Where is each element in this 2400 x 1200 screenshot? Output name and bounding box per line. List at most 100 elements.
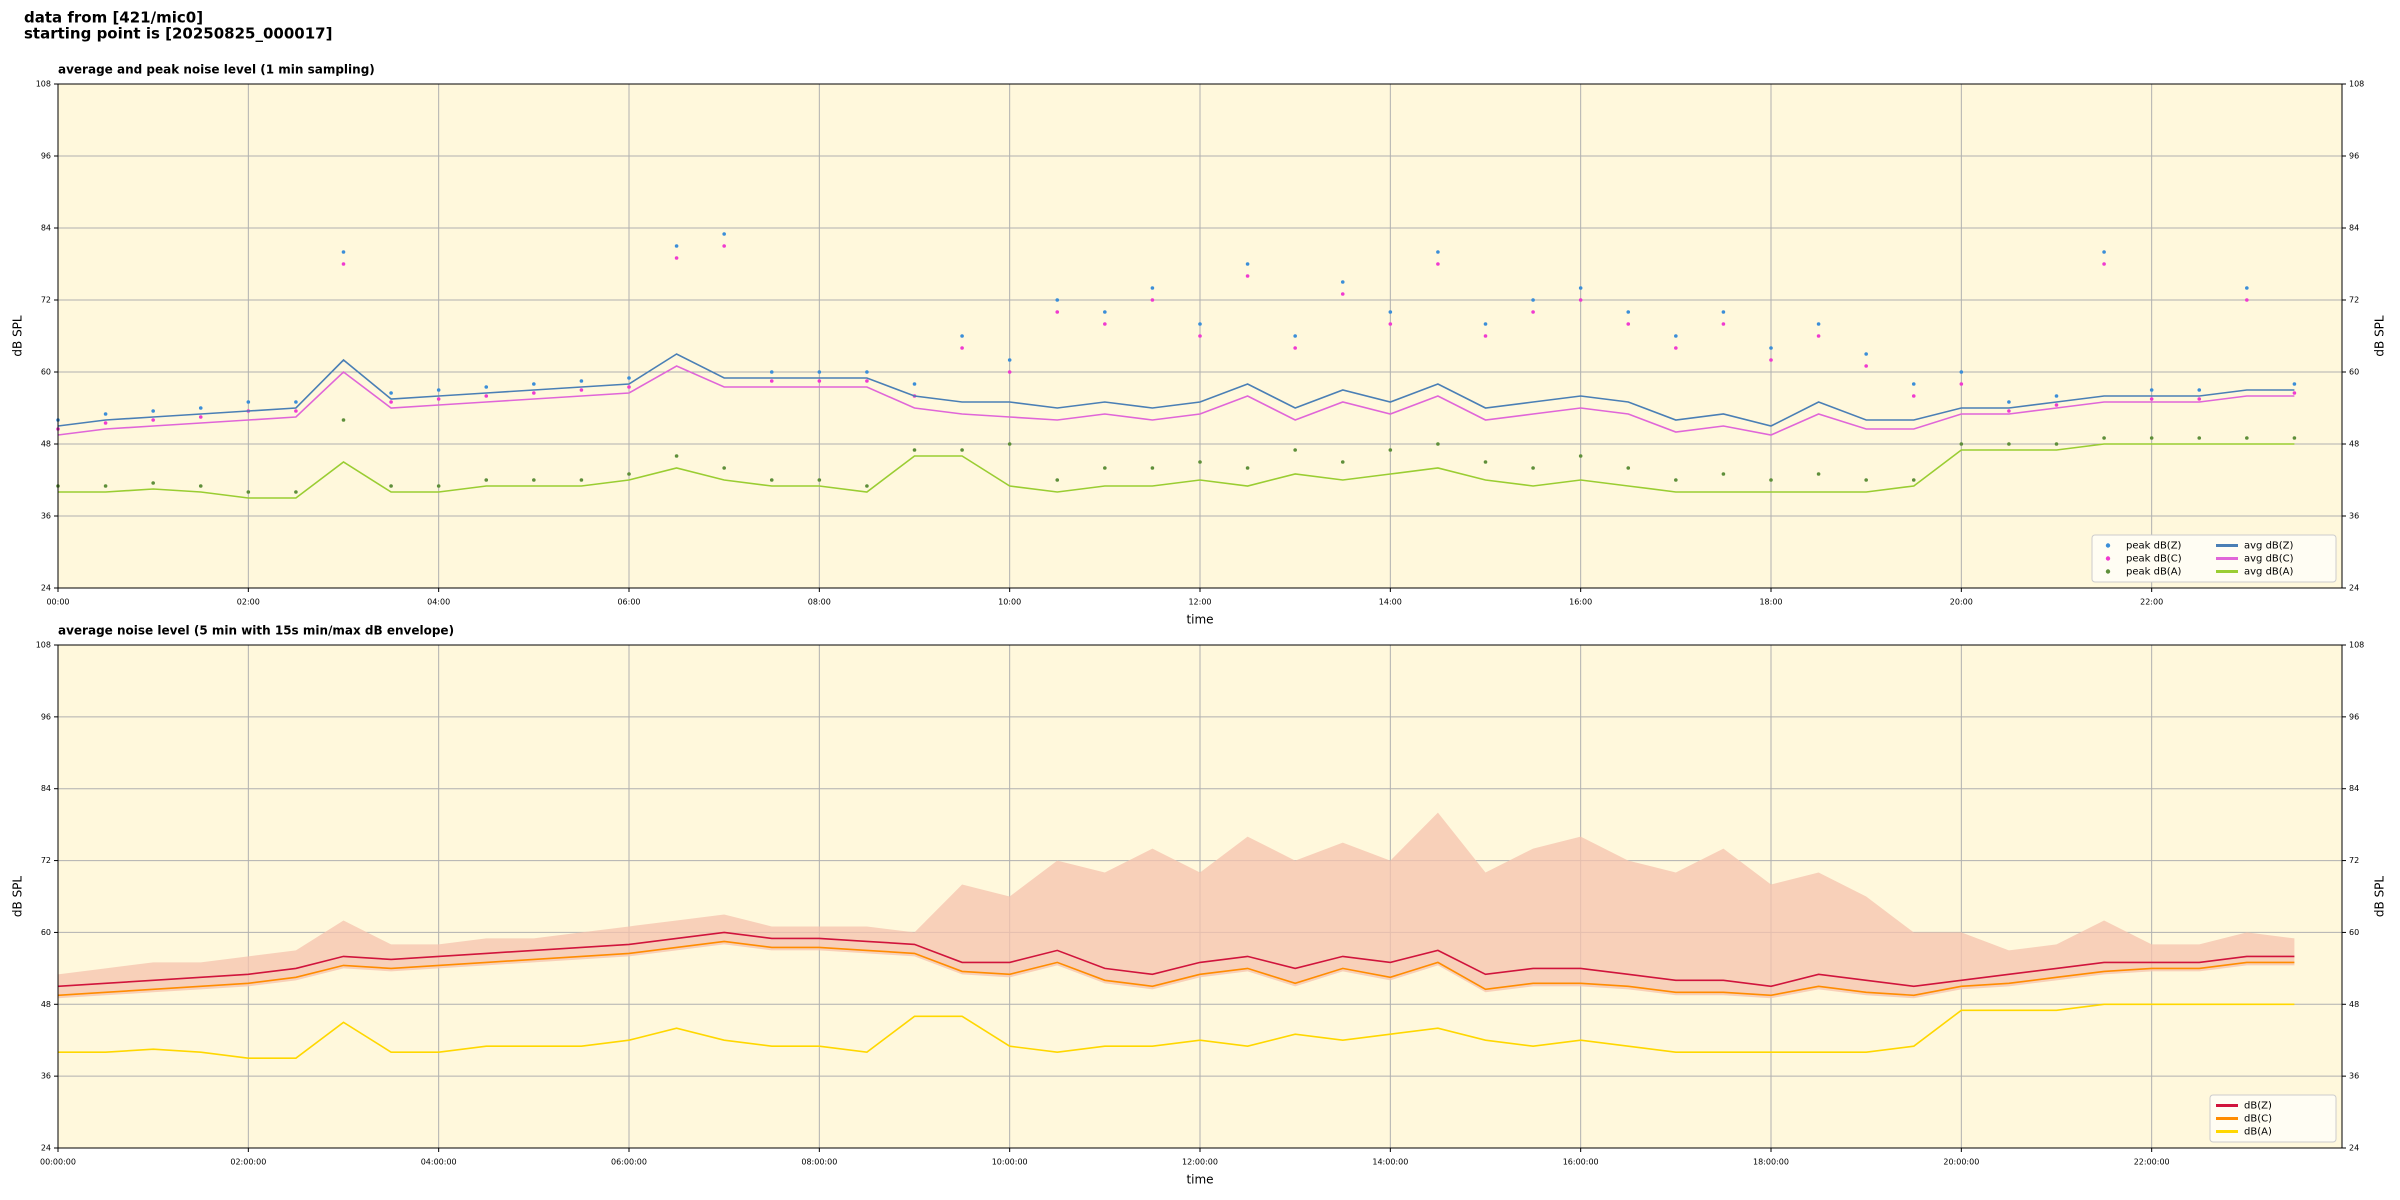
peak-point <box>1911 394 1916 398</box>
peak-point <box>2292 391 2297 395</box>
peak-point <box>484 394 489 398</box>
x-tick-label: 00:00 <box>46 598 69 607</box>
peak-point <box>1293 334 1297 338</box>
peak-point <box>1864 478 1868 482</box>
peak-point <box>579 388 584 392</box>
legend-box <box>2091 534 2337 583</box>
legend-label: peak dB(A) <box>2126 567 2182 578</box>
peak-point <box>2054 403 2059 407</box>
peak-point <box>151 409 155 413</box>
y-tick-label: 24 <box>41 584 51 593</box>
peak-point <box>1769 358 1773 362</box>
peak-point <box>2292 436 2297 440</box>
peak-point <box>2054 394 2059 398</box>
y-tick-label: 36 <box>41 512 51 521</box>
peak-point <box>627 385 631 389</box>
peak-point <box>1150 286 1155 290</box>
peak-point <box>1959 382 1964 386</box>
peak-point <box>1388 322 1393 326</box>
y2-tick-label: 36 <box>2349 1072 2359 1081</box>
peak-point <box>1103 322 1107 326</box>
peak-point <box>2245 286 2249 290</box>
series-line <box>58 443 2295 499</box>
y2-tick-label: 108 <box>2349 80 2364 89</box>
series-line <box>57 931 2295 988</box>
x-tick-label: 16:00:00 <box>1563 1158 1599 1167</box>
legend-marker <box>2105 543 2111 548</box>
peak-point <box>1531 298 1535 302</box>
chart-title: average noise level (5 min with 15s min/… <box>58 624 454 638</box>
peak-point <box>341 250 346 254</box>
x-axis-label: time <box>1186 1173 1213 1187</box>
y2-axis-label: dB SPL <box>2373 315 2387 357</box>
peak-point <box>103 412 108 416</box>
plot-marks <box>56 232 2297 499</box>
peak-point <box>1959 370 1964 374</box>
peak-point <box>1911 478 1916 482</box>
peak-point <box>1674 478 1678 482</box>
y2-tick-label: 84 <box>2349 784 2359 793</box>
peak-point <box>151 481 155 485</box>
peak-point <box>960 448 964 452</box>
peak-point <box>484 385 489 389</box>
peak-point <box>1816 334 1821 338</box>
peak-point <box>674 256 679 260</box>
y-tick-label: 84 <box>41 784 51 793</box>
peak-point <box>1055 310 1060 314</box>
x-tick-label: 12:00 <box>1188 598 1211 607</box>
peak-point <box>389 484 393 488</box>
x-tick-label: 00:00:00 <box>40 1158 76 1167</box>
peak-point <box>1626 466 1631 470</box>
peak-point <box>1340 292 1345 296</box>
peak-point <box>198 406 203 410</box>
peak-point <box>532 391 536 395</box>
peak-point <box>1007 370 1012 374</box>
y2-axis-label: dB SPL <box>2373 876 2387 918</box>
chart-title: average and peak noise level (1 min samp… <box>58 63 375 77</box>
peak-point <box>769 370 774 374</box>
peak-point <box>484 478 489 482</box>
y-tick-label: 36 <box>41 1072 51 1081</box>
peak-point <box>1103 310 1107 314</box>
peak-point <box>1531 310 1535 314</box>
peak-point <box>341 418 346 422</box>
peak-point <box>2149 397 2154 401</box>
peak-point <box>1483 334 1488 338</box>
x-tick-label: 06:00 <box>617 598 640 607</box>
peak-point <box>2197 388 2202 392</box>
legend: dB(Z) dB(C) dB(A) <box>2209 1094 2337 1143</box>
plot-frame <box>57 83 2343 589</box>
peak-point <box>817 478 822 482</box>
legend-label: dB(C) <box>2244 1114 2272 1125</box>
legend-marker <box>2105 569 2111 574</box>
x-tick-label: 18:00 <box>1759 598 1782 607</box>
peak-point <box>2149 436 2154 440</box>
peak-point <box>1816 472 1821 476</box>
y2-tick-label: 108 <box>2349 641 2364 650</box>
x-tick-label: 06:00:00 <box>611 1158 647 1167</box>
peak-point <box>579 478 584 482</box>
peak-point <box>198 484 203 488</box>
peak-point <box>1340 280 1345 284</box>
x-tick-label: 22:00:00 <box>2134 1158 2170 1167</box>
peak-point <box>1007 358 1012 362</box>
peak-point <box>2197 436 2202 440</box>
series-line <box>58 1003 2295 1059</box>
legend: peak dB(Z) peak dB(C) peak dB(A) avg dB(Z) a… <box>2091 534 2337 583</box>
y-axis-label: dB SPL <box>11 315 25 357</box>
legend-label: dB(Z) <box>2244 1101 2272 1112</box>
y2-tick-label: 96 <box>2349 152 2359 161</box>
peak-point <box>1150 298 1155 302</box>
peak-point <box>722 466 726 470</box>
x-tick-label: 18:00:00 <box>1753 1158 1789 1167</box>
peak-point <box>1578 298 1583 302</box>
peak-point <box>436 484 441 488</box>
x-tick-label: 14:00 <box>1379 598 1402 607</box>
x-tick-label: 10:00 <box>998 598 1021 607</box>
peak-point <box>1531 466 1535 470</box>
peak-point <box>1198 322 1202 326</box>
x-tick-label: 22:00 <box>2140 598 2163 607</box>
peak-point <box>2197 397 2202 401</box>
peak-point <box>1293 448 1297 452</box>
